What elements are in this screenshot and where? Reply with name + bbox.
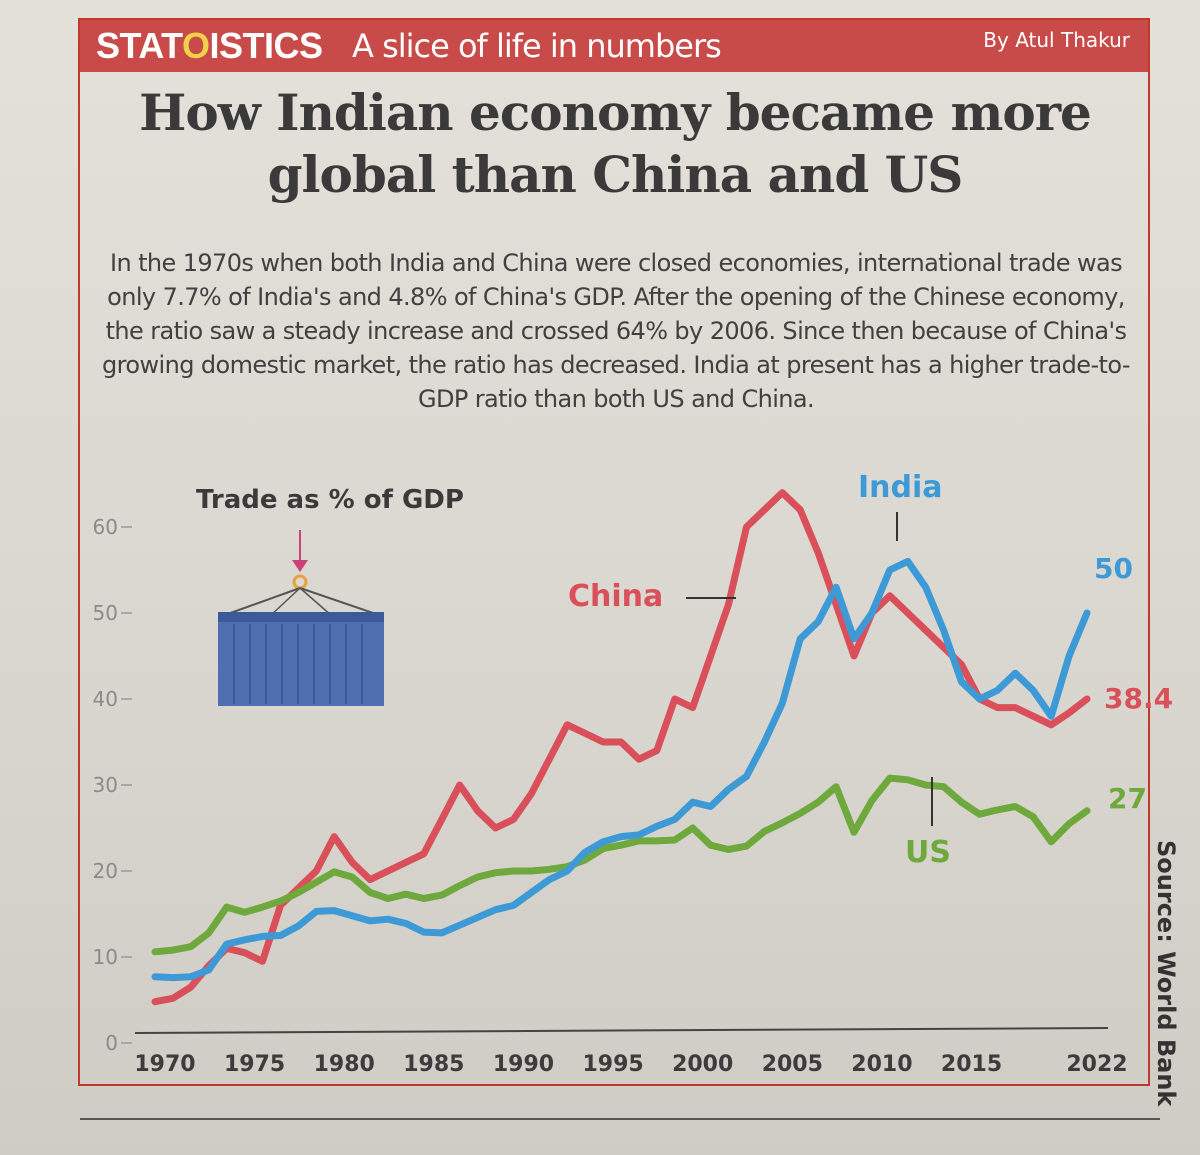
column-brand: STATOISTICS [96,22,323,70]
brand-prefix: STAT [96,25,183,66]
y-tick-label: 20 [93,859,118,883]
source-note: Source: World Bank [1152,840,1180,1107]
brand-suffix: ISTICS [209,25,324,66]
column-tagline: A slice of life in numbers [352,27,722,65]
y-tick-label: 60 [93,515,118,539]
series-line-china [151,489,1091,1006]
x-tick-label: 2000 [672,1052,733,1077]
y-tick-label: 0 [105,1031,118,1055]
x-axis-line [134,1027,1109,1034]
shipping-container-icon [218,530,384,706]
series-label-us: US [905,835,951,870]
dek-paragraph: In the 1970s when both India and China w… [102,249,1130,413]
y-tick-label: 30 [93,773,118,797]
brand-o: O [182,25,210,66]
x-tick-label: 1995 [582,1052,643,1077]
column-banner [80,20,1148,72]
x-tick-label: 2015 [941,1052,1002,1077]
x-tick-label: 2005 [762,1052,823,1077]
x-tick-label: 1975 [224,1052,285,1077]
x-tick-label: 1985 [403,1052,464,1077]
series-label-china: China [568,579,663,614]
series-line-india [151,557,1091,982]
series-label-india: India [858,470,943,505]
y-tick-label: 10 [93,945,118,969]
bottom-rule [80,1118,1160,1120]
x-tick-label: 1990 [493,1052,554,1077]
end-value-china: 38.4 [1104,682,1173,715]
y-tick-label: 50 [93,601,118,625]
byline: By Atul Thakur [983,28,1130,52]
x-tick-label: 1980 [314,1052,375,1077]
end-value-us: 27 [1108,782,1147,815]
end-value-india: 50 [1094,552,1133,585]
article-frame [78,18,1150,1086]
x-tick-label: 2022 [1066,1052,1127,1077]
y-tick-label: 40 [93,687,118,711]
x-tick-label: 2010 [851,1052,912,1077]
x-tick-label: 1970 [134,1052,195,1077]
chart-title: Trade as % of GDP [196,485,464,515]
headline: How Indian economy became more global th… [139,83,1092,204]
